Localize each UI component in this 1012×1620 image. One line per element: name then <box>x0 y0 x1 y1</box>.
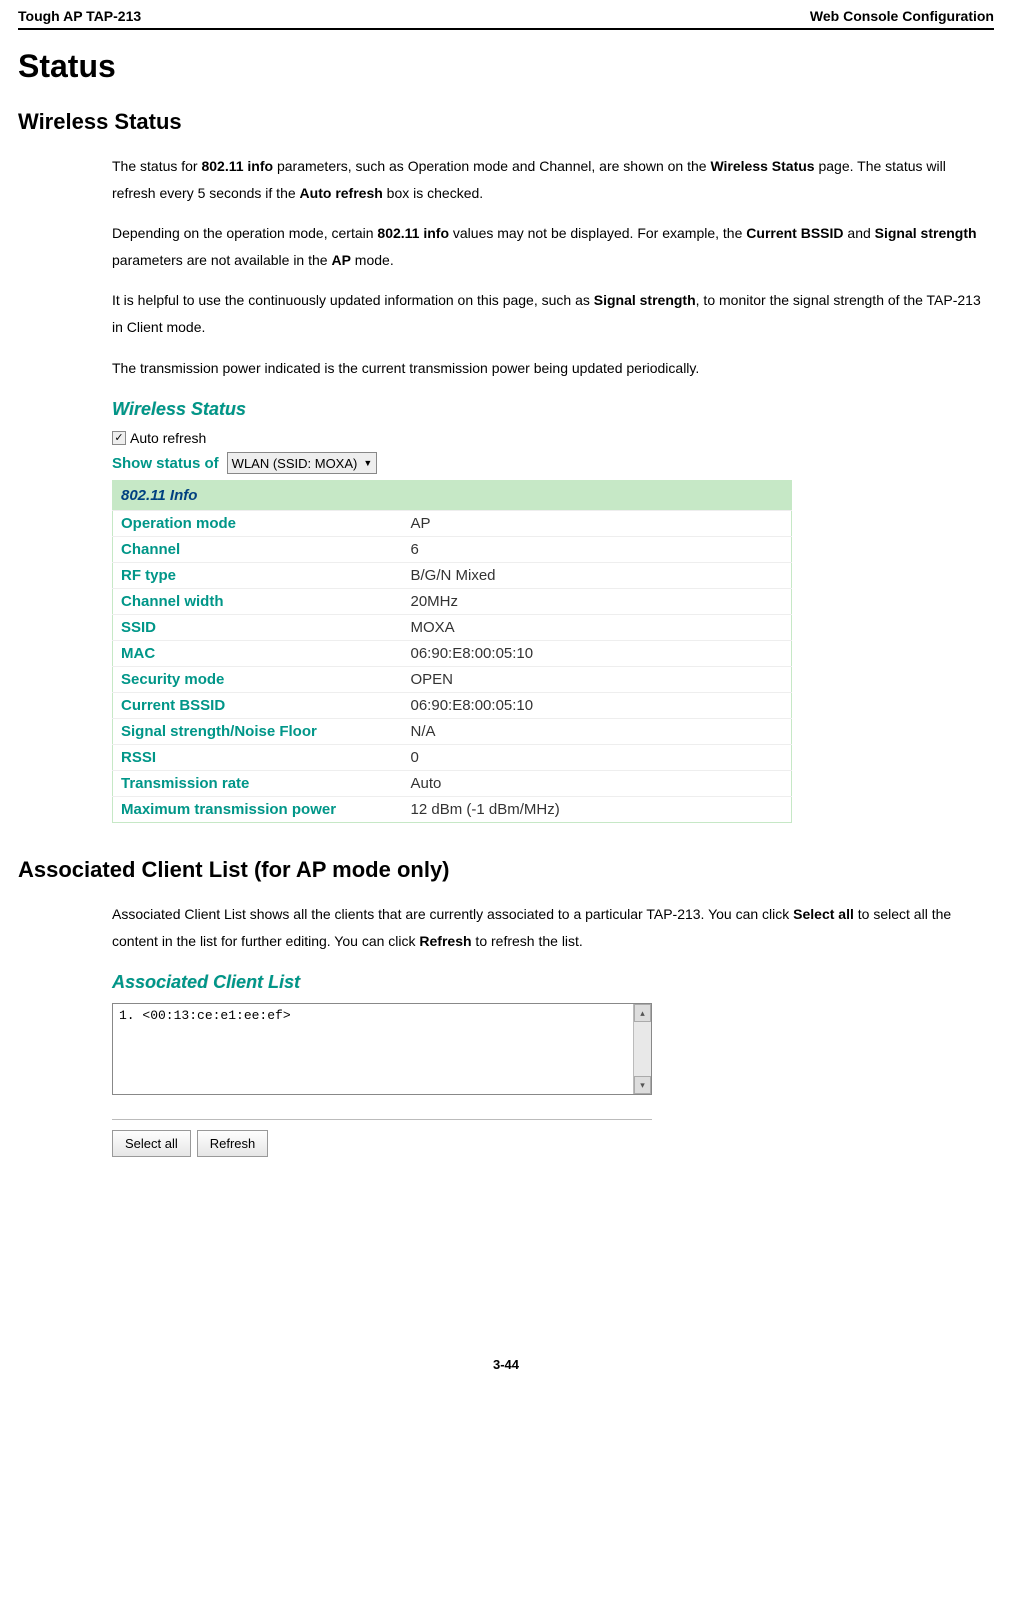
info-key: Channel width <box>113 589 403 615</box>
info-table: 802.11 Info Operation modeAP Channel6 RF… <box>112 480 792 823</box>
wireless-status-screenshot: Wireless Status ✓ Auto refresh Show stat… <box>112 399 812 823</box>
table-row: MAC06:90:E8:00:05:10 <box>113 641 792 667</box>
table-row: Maximum transmission power12 dBm (-1 dBm… <box>113 797 792 823</box>
auto-refresh-checkbox[interactable]: ✓ <box>112 431 126 445</box>
wlan-dropdown[interactable]: WLAN (SSID: MOXA) ▼ <box>227 452 378 474</box>
wlan-dropdown-text: WLAN (SSID: MOXA) <box>232 456 358 471</box>
table-row: Operation modeAP <box>113 511 792 537</box>
header-left: Tough AP TAP-213 <box>18 8 141 24</box>
section-associated-client-heading: Associated Client List (for AP mode only… <box>18 857 994 883</box>
associated-client-screenshot: Associated Client List 1. <00:13:ce:e1:e… <box>112 972 672 1157</box>
auto-refresh-row: ✓ Auto refresh <box>112 430 812 446</box>
info-value: Auto <box>403 771 792 797</box>
show-status-row: Show status of WLAN (SSID: MOXA) ▼ <box>112 452 812 474</box>
divider <box>112 1119 652 1120</box>
info-value: AP <box>403 511 792 537</box>
info-value: OPEN <box>403 667 792 693</box>
info-key: Transmission rate <box>113 771 403 797</box>
button-row: Select all Refresh <box>112 1130 672 1157</box>
info-value: B/G/N Mixed <box>403 563 792 589</box>
table-row: RSSI0 <box>113 745 792 771</box>
paragraph-3: It is helpful to use the continuously up… <box>112 287 984 340</box>
select-all-button[interactable]: Select all <box>112 1130 191 1157</box>
info-key: RF type <box>113 563 403 589</box>
info-key: SSID <box>113 615 403 641</box>
scroll-up-icon[interactable]: ▴ <box>634 1004 651 1022</box>
table-row: Current BSSID06:90:E8:00:05:10 <box>113 693 792 719</box>
list-item[interactable]: 1. <00:13:ce:e1:ee:ef> <box>119 1008 627 1023</box>
info-key: Maximum transmission power <box>113 797 403 823</box>
table-row: Security modeOPEN <box>113 667 792 693</box>
scroll-down-icon[interactable]: ▾ <box>634 1076 651 1094</box>
wireless-status-panel-title: Wireless Status <box>112 399 812 420</box>
show-status-label: Show status of <box>112 455 219 472</box>
associated-client-panel-title: Associated Client List <box>112 972 672 993</box>
paragraph-4: The transmission power indicated is the … <box>112 355 984 382</box>
chevron-down-icon: ▼ <box>363 458 372 468</box>
info-value: 12 dBm (-1 dBm/MHz) <box>403 797 792 823</box>
table-row: SSIDMOXA <box>113 615 792 641</box>
table-row: Channel6 <box>113 537 792 563</box>
client-listbox[interactable]: 1. <00:13:ce:e1:ee:ef> ▴ ▾ <box>112 1003 652 1095</box>
info-key: Channel <box>113 537 403 563</box>
info-value: 6 <box>403 537 792 563</box>
info-section-header: 802.11 Info <box>113 481 792 511</box>
info-value: 06:90:E8:00:05:10 <box>403 693 792 719</box>
client-listbox-content: 1. <00:13:ce:e1:ee:ef> <box>113 1004 633 1094</box>
page-header: Tough AP TAP-213 Web Console Configurati… <box>18 0 994 30</box>
section-wireless-status-heading: Wireless Status <box>18 109 994 135</box>
table-row: RF typeB/G/N Mixed <box>113 563 792 589</box>
auto-refresh-label: Auto refresh <box>130 430 206 446</box>
info-value: MOXA <box>403 615 792 641</box>
info-value: 20MHz <box>403 589 792 615</box>
scrollbar[interactable]: ▴ ▾ <box>633 1004 651 1094</box>
table-row: Signal strength/Noise FloorN/A <box>113 719 792 745</box>
info-key: RSSI <box>113 745 403 771</box>
table-row: Channel width20MHz <box>113 589 792 615</box>
refresh-button[interactable]: Refresh <box>197 1130 269 1157</box>
info-key: MAC <box>113 641 403 667</box>
table-row: Transmission rateAuto <box>113 771 792 797</box>
paragraph-2: Depending on the operation mode, certain… <box>112 220 984 273</box>
info-key: Signal strength/Noise Floor <box>113 719 403 745</box>
info-value: N/A <box>403 719 792 745</box>
info-key: Security mode <box>113 667 403 693</box>
header-right: Web Console Configuration <box>810 8 994 24</box>
page-title: Status <box>18 48 994 85</box>
info-value: 0 <box>403 745 792 771</box>
assoc-paragraph: Associated Client List shows all the cli… <box>112 901 984 954</box>
paragraph-1: The status for 802.11 info parameters, s… <box>112 153 984 206</box>
info-value: 06:90:E8:00:05:10 <box>403 641 792 667</box>
info-key: Operation mode <box>113 511 403 537</box>
info-key: Current BSSID <box>113 693 403 719</box>
page-number: 3-44 <box>18 1357 994 1392</box>
